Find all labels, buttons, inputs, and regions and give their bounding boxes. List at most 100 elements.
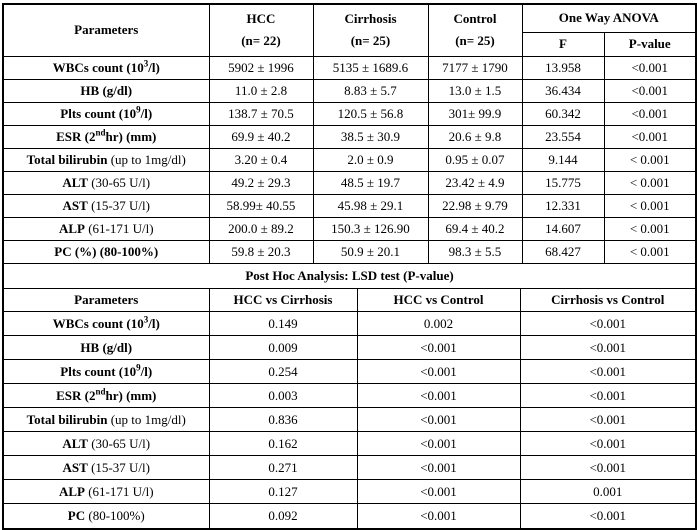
param-cell: ALP (61-171 U/l) (4, 216, 210, 241)
value-cell: 49.2 ± 29.3 (208, 170, 314, 195)
value-cell: 5135 ± 1689.6 (312, 55, 429, 80)
param-superscript: nd (95, 386, 106, 397)
col-header-p-value: P-value (603, 31, 695, 57)
value-cell: 69.9 ± 40.2 (208, 124, 314, 149)
value-cell: 9.144 (521, 147, 605, 172)
group-n: (n= 22) (241, 33, 281, 49)
group-n: (n= 25) (350, 33, 391, 49)
value-cell: 200.0 ± 89.2 (208, 216, 314, 241)
value-cell: <0.001 (356, 479, 521, 504)
col-header-cirrhosis: Cirrhosis (n= 25) (312, 5, 429, 57)
value-cell: 58.99± 40.55 (208, 193, 314, 218)
param-text: /l) (140, 363, 153, 379)
value-cell: <0.001 (519, 383, 695, 408)
param-text: AST (62, 197, 88, 213)
value-cell: 69.4 ± 40.2 (427, 216, 523, 241)
param-text: (up to 1mg/dl) (107, 411, 186, 427)
param-text: Total bilirubin (26, 411, 108, 427)
table-row: PC (80-100%) 0.092 <0.001 <0.001 (4, 503, 695, 528)
value-cell: <0.001 (519, 335, 695, 360)
param-text: (80-100%) (85, 507, 145, 523)
value-cell: 0.092 (208, 503, 358, 528)
value-cell: <0.001 (356, 383, 521, 408)
value-cell: <0.001 (519, 503, 695, 528)
value-cell: 0.003 (208, 383, 358, 408)
value-cell: 5902 ± 1996 (208, 55, 314, 80)
col-header-cirrhosis-vs-control: Cirrhosis vs Control (519, 288, 695, 312)
value-cell: 60.342 (521, 101, 605, 126)
param-cell: Total bilirubin (up to 1mg/dl) (4, 407, 210, 432)
param-text: WBCs count (10 (52, 59, 144, 75)
value-cell: <0.001 (519, 407, 695, 432)
value-cell: <0.001 (603, 124, 695, 149)
value-cell: 8.83 ± 5.7 (312, 78, 429, 103)
param-text: /l) (148, 59, 160, 75)
col-header-hcc: HCC (n= 22) (208, 5, 314, 57)
col-header-control: Control (n= 25) (427, 5, 523, 57)
group-name: Cirrhosis (344, 10, 397, 26)
col-header-one-way-anova: One Way ANOVA (521, 5, 695, 33)
param-text: ESR (2 (56, 128, 96, 144)
value-cell: <0.001 (356, 431, 521, 456)
param-text: ALP (58, 220, 85, 236)
value-cell: <0.001 (519, 431, 695, 456)
value-cell: <0.001 (603, 101, 695, 126)
param-text: /l) (140, 105, 153, 121)
param-cell: AST (15-37 U/l) (4, 193, 210, 218)
param-text: ALP (58, 483, 85, 499)
value-cell: 98.3 ± 5.5 (427, 239, 523, 264)
value-cell: <0.001 (603, 55, 695, 80)
value-cell: <0.001 (356, 335, 521, 360)
table-row: ESR (2ndhr) (mm) 0.003 <0.001 <0.001 (4, 383, 695, 408)
value-cell: 20.6 ± 9.8 (427, 124, 523, 149)
param-cell: Total bilirubin (up to 1mg/dl) (4, 147, 210, 172)
value-cell: 120.5 ± 56.8 (312, 101, 429, 126)
value-cell: 3.20 ± 0.4 (208, 147, 314, 172)
param-text: ESR (2 (56, 387, 96, 403)
table-row: WBCs count (103/l) 5902 ± 1996 5135 ± 1689… (4, 55, 695, 80)
param-text: /l) (148, 315, 160, 331)
paper-table-page: Parameters HCC (n= 22) Cirrhosis (n= 25)… (2, 3, 697, 530)
header-row: Parameters HCC vs Cirrhosis HCC vs Contr… (4, 288, 695, 312)
value-cell: < 0.001 (603, 216, 695, 241)
col-header-parameters: Parameters (4, 5, 210, 57)
value-cell: 23.42 ± 4.9 (427, 170, 523, 195)
posthoc-table: Parameters HCC vs Cirrhosis HCC vs Contr… (4, 288, 695, 528)
param-text: (up to 1mg/dl) (107, 151, 186, 167)
group-n: (n= 25) (455, 33, 495, 49)
value-cell: < 0.001 (603, 193, 695, 218)
param-text: Plts count (10 (60, 363, 137, 379)
value-cell: < 0.001 (603, 170, 695, 195)
value-cell: <0.001 (519, 359, 695, 384)
value-cell: <0.001 (356, 455, 521, 480)
value-cell: < 0.001 (603, 147, 695, 172)
value-cell: 48.5 ± 19.7 (312, 170, 429, 195)
anova-table-header: Parameters HCC (n= 22) Cirrhosis (n= 25)… (4, 5, 695, 57)
param-text: (30-65 U/l) (87, 435, 151, 451)
value-cell: <0.001 (356, 407, 521, 432)
param-text: (15-37 U/l) (87, 197, 150, 213)
table-row: HB (g/dl) 11.0 ± 2.8 8.83 ± 5.7 13.0 ± 1.5 3… (4, 78, 695, 103)
table-row: ALT (30-65 U/l) 49.2 ± 29.3 48.5 ± 19.7 23.… (4, 170, 695, 195)
value-cell: 0.149 (208, 311, 358, 336)
anova-table: Parameters HCC (n= 22) Cirrhosis (n= 25)… (4, 5, 695, 289)
value-cell: 13.958 (521, 55, 605, 80)
table-row: AST (15-37 U/l) 58.99± 40.55 45.98 ± 29.1 2… (4, 193, 695, 218)
value-cell: 15.775 (521, 170, 605, 195)
param-cell: WBCs count (103/l) (4, 55, 210, 80)
value-cell: 38.5 ± 30.9 (312, 124, 429, 149)
param-text: ALT (62, 174, 88, 190)
param-text: (15-37 U/l) (87, 459, 150, 475)
value-cell: <0.001 (603, 78, 695, 103)
value-cell: <0.001 (356, 503, 521, 528)
value-cell: 11.0 ± 2.8 (208, 78, 314, 103)
table-row: Plts count (109/l) 0.254 <0.001 <0.001 (4, 359, 695, 384)
value-cell: 0.002 (356, 311, 521, 336)
value-cell: 14.607 (521, 216, 605, 241)
value-cell: 2.0 ± 0.9 (312, 147, 429, 172)
col-header-hcc-vs-control: HCC vs Control (356, 288, 521, 312)
param-superscript: 3 (143, 314, 149, 325)
param-cell: PC (%) (80-100%) (4, 239, 210, 264)
param-superscript: 9 (136, 362, 141, 373)
value-cell: 45.98 ± 29.1 (312, 193, 429, 218)
